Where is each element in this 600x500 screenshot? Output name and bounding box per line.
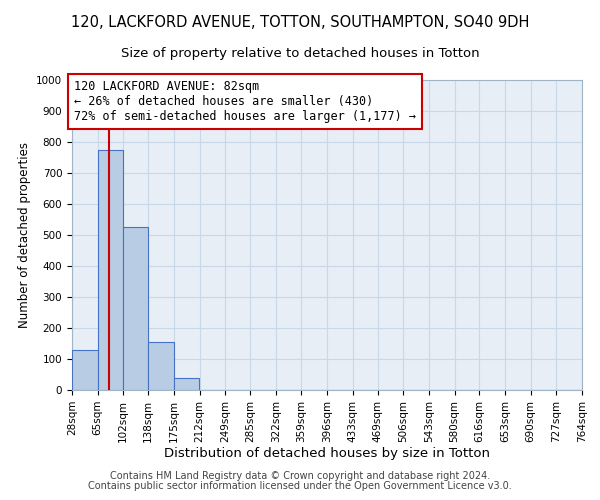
Bar — [174, 378, 199, 390]
Y-axis label: Number of detached properties: Number of detached properties — [17, 142, 31, 328]
Text: Contains public sector information licensed under the Open Government Licence v3: Contains public sector information licen… — [88, 481, 512, 491]
Text: 120 LACKFORD AVENUE: 82sqm
← 26% of detached houses are smaller (430)
72% of sem: 120 LACKFORD AVENUE: 82sqm ← 26% of deta… — [74, 80, 416, 123]
Bar — [124, 227, 148, 390]
Bar — [148, 342, 174, 390]
Text: Contains HM Land Registry data © Crown copyright and database right 2024.: Contains HM Land Registry data © Crown c… — [110, 471, 490, 481]
X-axis label: Distribution of detached houses by size in Totton: Distribution of detached houses by size … — [164, 448, 490, 460]
Bar — [98, 150, 123, 390]
Text: 120, LACKFORD AVENUE, TOTTON, SOUTHAMPTON, SO40 9DH: 120, LACKFORD AVENUE, TOTTON, SOUTHAMPTO… — [71, 15, 529, 30]
Text: Size of property relative to detached houses in Totton: Size of property relative to detached ho… — [121, 48, 479, 60]
Bar — [72, 350, 98, 390]
